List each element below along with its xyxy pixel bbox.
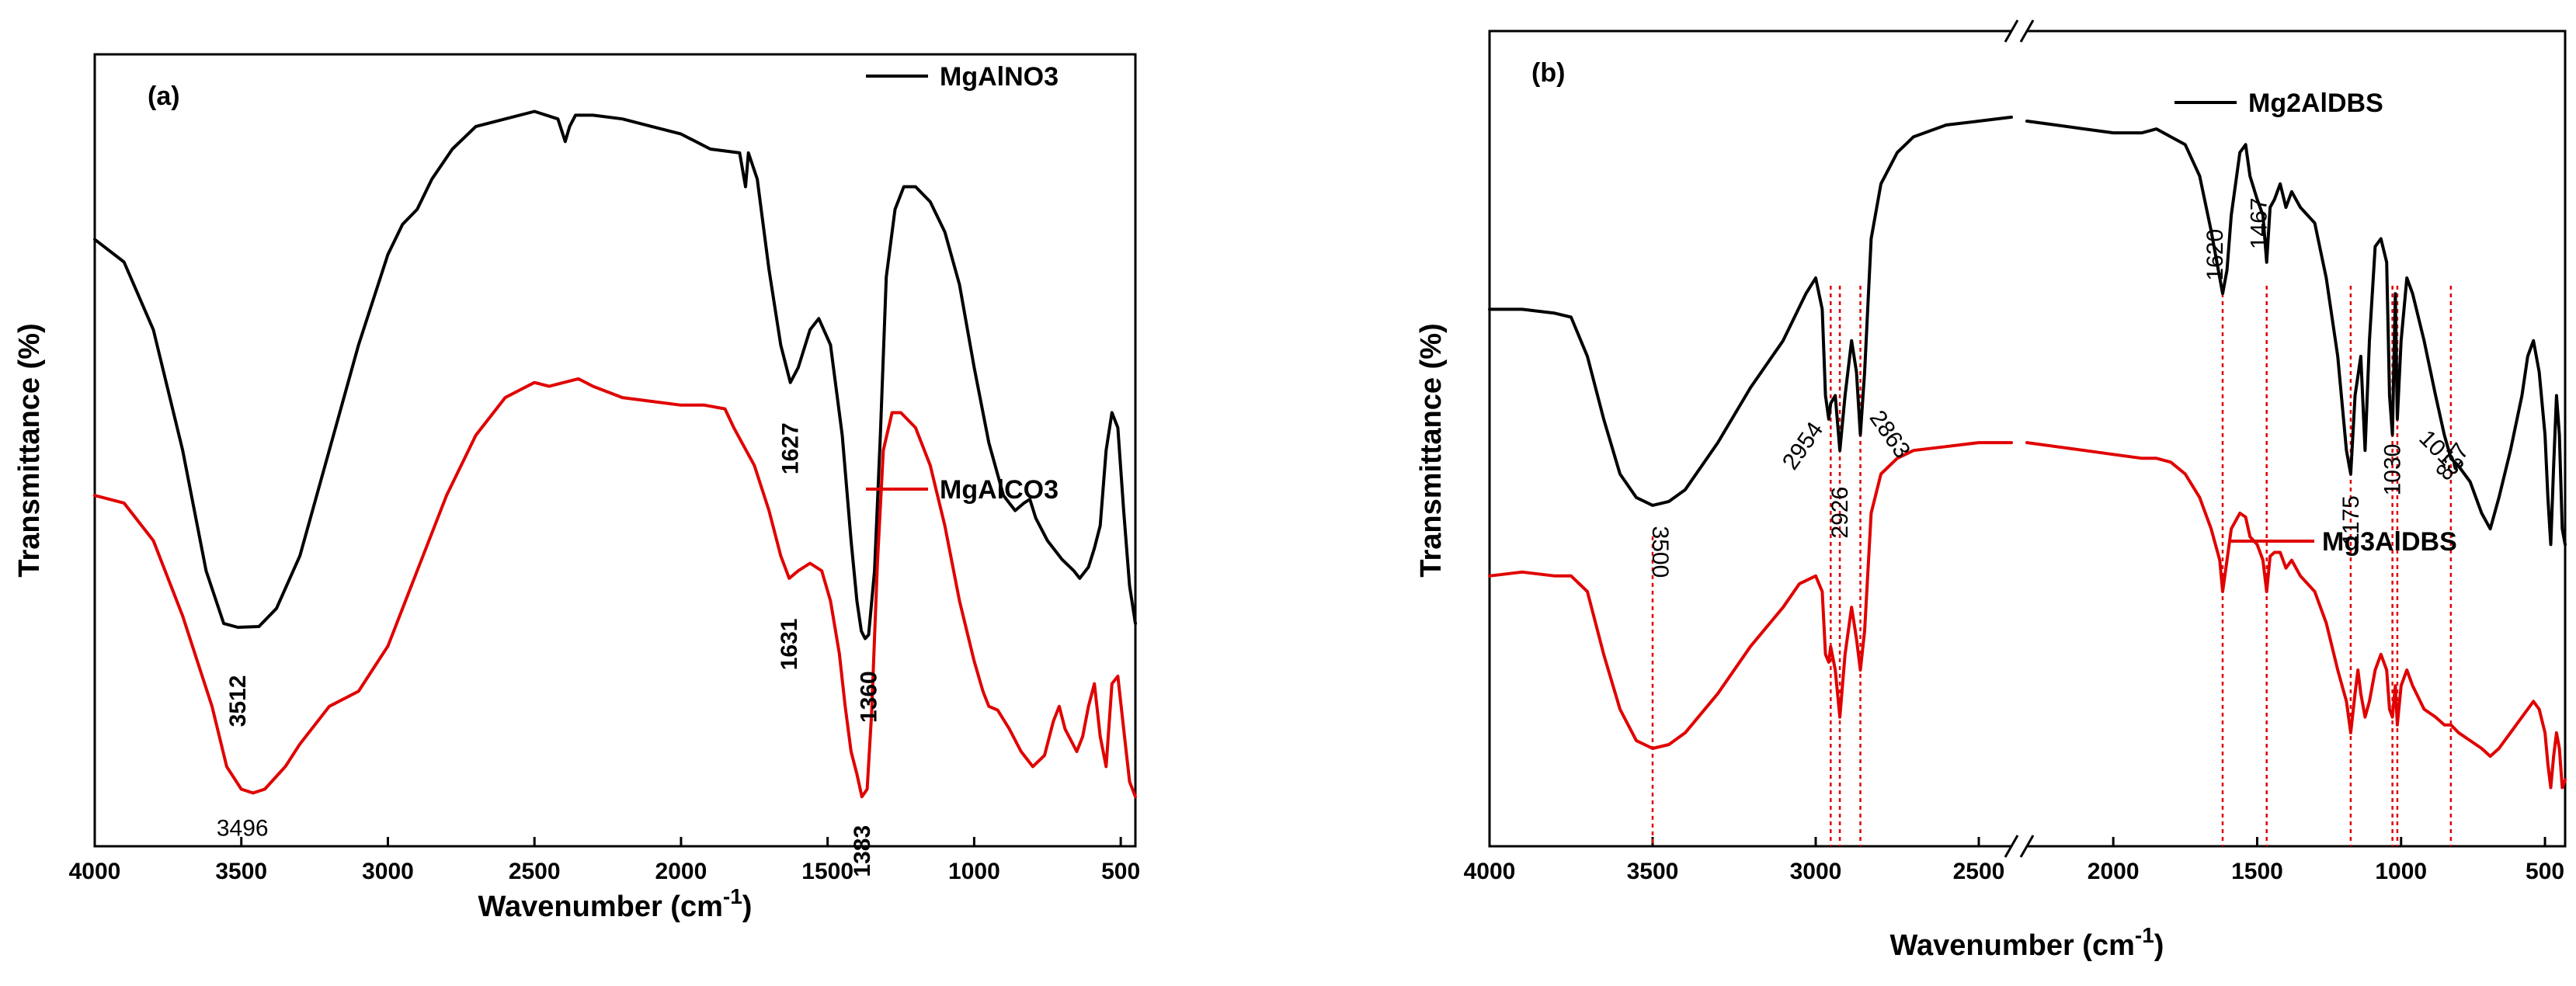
x-axis-label-a-close: ) (742, 891, 753, 923)
axis-break-gap (2011, 843, 2027, 849)
peak-label-3496: 3496 (217, 815, 269, 841)
x-ticks-b: 4000 3500 3000 2500 2000 1500 1000 500 (1464, 837, 2564, 884)
peak-label-1627: 1627 (778, 422, 804, 474)
axis-break-mark (2019, 19, 2035, 43)
peak-label-2926: 2926 (1827, 487, 1853, 539)
x-tick-label-b: 1500 (2231, 859, 2283, 884)
x-tick-label-b: 3000 (1790, 859, 1842, 884)
x-axis-label-a: Wavenumber (cm-1) (478, 884, 753, 923)
peak-label-1030: 1030 (2380, 444, 2406, 496)
legend-label-mg3aldbs: Mg3AlDBS (2322, 527, 2457, 557)
peak-label-1360: 1360 (857, 671, 882, 723)
guide-lines-b (1651, 286, 2453, 846)
x-tick-label-a: 4000 (69, 859, 121, 884)
x-tick-label-a: 2000 (655, 859, 707, 884)
legend-label-mg2aldbs: Mg2AlDBS (2248, 89, 2383, 118)
chart-panel-b: 4000 3500 3000 2500 2000 1500 1000 500 3500 2954… (1415, 19, 2567, 962)
series-line-mg2aldbs-left (1488, 115, 2013, 507)
legend-label-mgalco3: MgAlCO3 (940, 475, 1059, 505)
x-tick-label-b: 4000 (1464, 859, 1516, 884)
series-line-mg3aldbs-right (2025, 441, 2567, 790)
series-line-mgalno3 (93, 109, 1137, 641)
plot-frame-a (93, 53, 1137, 848)
x-axis-label-a-sup: -1 (723, 884, 742, 908)
peak-label-1383: 1383 (850, 825, 875, 877)
x-ticks-a: 4000 3500 3000 2500 2000 1500 1000 500 (69, 837, 1140, 884)
x-tick-label-b: 1000 (2375, 859, 2427, 884)
axis-break-b (2004, 19, 2035, 858)
x-tick-label-a: 3500 (215, 859, 267, 884)
axis-break-mark (2019, 835, 2035, 858)
x-tick-label-a: 1000 (948, 859, 1000, 884)
peak-label-1631: 1631 (777, 619, 802, 671)
panel-label-b: (b) (1531, 58, 1565, 88)
panel-label-a: (a) (148, 82, 180, 111)
x-axis-label-b-sup: -1 (2135, 923, 2154, 947)
peak-label-3512: 3512 (225, 675, 251, 727)
series-b (1488, 115, 2567, 790)
chart-panel-a: 4000 3500 3000 2500 2000 1500 1000 500 3512 1627… (13, 53, 1140, 923)
series-a (93, 109, 1137, 799)
peak-label-2954: 2954 (1778, 418, 1828, 475)
axis-break-mark (2004, 835, 2019, 858)
y-axis-label-b: Transmittance (%) (1415, 323, 1448, 577)
x-tick-label-b: 500 (2526, 859, 2564, 884)
x-axis-label-b: Wavenumber (cm-1) (1890, 923, 2164, 962)
x-tick-label-a: 1500 (801, 859, 853, 884)
x-tick-label-a: 3000 (362, 859, 414, 884)
x-axis-label-b-close: ) (2154, 929, 2164, 962)
peak-label-1175: 1175 (2338, 495, 2364, 546)
axis-break-gap (2011, 28, 2027, 34)
axis-break-mark (2004, 19, 2019, 43)
series-line-mg2aldbs-right (2025, 120, 2567, 547)
peak-label-1467: 1467 (2247, 197, 2272, 249)
annotations-a: 3512 1627 1360 3496 1631 1383 (217, 422, 882, 877)
x-tick-label-b: 3500 (1627, 859, 1679, 884)
x-axis-label-b-main: Wavenumber (cm (1890, 929, 2135, 962)
x-tick-label-b: 2000 (2088, 859, 2140, 884)
peak-label-3500: 3500 (1647, 526, 1673, 578)
y-axis-label-a: Transmittance (%) (13, 323, 46, 577)
x-axis-label-a-main: Wavenumber (cm (478, 891, 723, 923)
x-tick-label-a: 2500 (509, 859, 561, 884)
x-tick-label-a: 500 (1101, 859, 1140, 884)
series-line-mgalco3 (93, 377, 1137, 799)
x-tick-label-b: 2500 (1953, 859, 2005, 884)
legend-label-mgalno3: MgAlNO3 (940, 62, 1059, 92)
peak-label-1620: 1620 (2202, 229, 2228, 281)
plot-frame-b (1488, 30, 2567, 848)
series-line-mg3aldbs-left (1488, 441, 2013, 750)
